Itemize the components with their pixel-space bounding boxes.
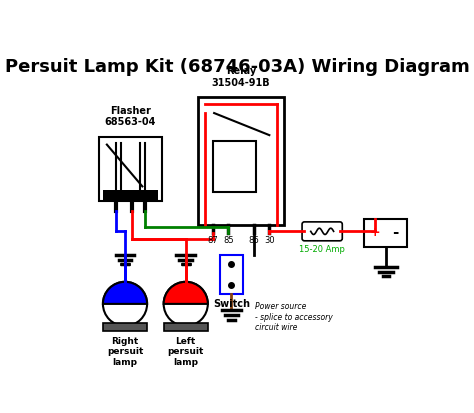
Circle shape: [103, 282, 147, 326]
Bar: [99, 137, 162, 202]
Text: 87: 87: [207, 236, 218, 245]
Circle shape: [164, 282, 208, 326]
Text: Persuit Lamp Kit (68746-03A) Wiring Diagram: Persuit Lamp Kit (68746-03A) Wiring Diag…: [5, 58, 469, 76]
Bar: [103, 190, 158, 202]
Bar: [212, 141, 256, 192]
FancyBboxPatch shape: [302, 222, 342, 241]
Bar: [364, 219, 407, 247]
Text: Switch: Switch: [213, 299, 250, 309]
Text: 15-20 Amp: 15-20 Amp: [299, 245, 345, 254]
Text: Relay
31504-91B: Relay 31504-91B: [211, 66, 270, 88]
Bar: [220, 255, 243, 294]
Text: 30: 30: [264, 236, 274, 245]
Text: -: -: [392, 225, 399, 240]
Wedge shape: [103, 282, 147, 304]
Text: 86: 86: [248, 236, 259, 245]
Text: Left
persuit
lamp: Left persuit lamp: [167, 337, 204, 367]
Text: +: +: [370, 226, 380, 240]
Text: 85: 85: [223, 236, 234, 245]
Text: Flasher
68563-04: Flasher 68563-04: [105, 106, 156, 127]
Wedge shape: [164, 282, 208, 304]
Bar: [103, 323, 147, 331]
Text: Power source
- splice to accessory
circuit wire: Power source - splice to accessory circu…: [255, 302, 333, 332]
Bar: [164, 323, 208, 331]
Text: Right
persuit
lamp: Right persuit lamp: [107, 337, 143, 367]
Bar: [198, 97, 283, 225]
